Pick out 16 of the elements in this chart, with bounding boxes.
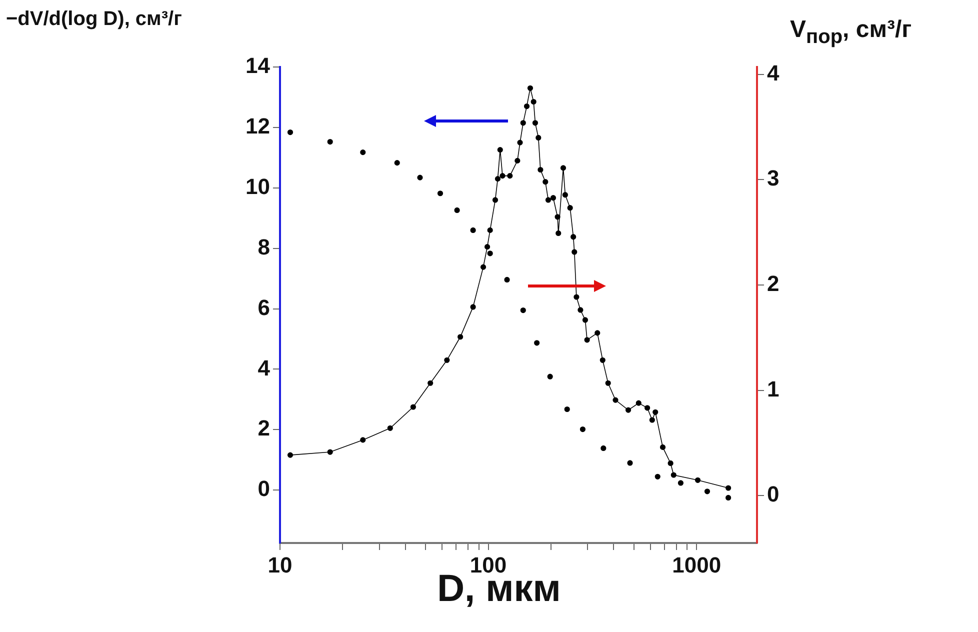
y-tick-label: 12 bbox=[246, 114, 270, 139]
y2-tick-label: 2 bbox=[767, 271, 780, 296]
y2-tick-label: 4 bbox=[767, 60, 780, 86]
y-tick-label: 10 bbox=[246, 174, 270, 199]
y2-axis-title: V$_{пор}$, см³/г bbox=[790, 16, 912, 49]
y-tick-label: 2 bbox=[258, 416, 270, 441]
x-tick-label: 1000 bbox=[672, 552, 722, 578]
y-tick-label: 0 bbox=[258, 476, 270, 502]
y-tick-label: 4 bbox=[258, 355, 271, 380]
y-tick-label: 8 bbox=[258, 234, 270, 260]
y2-tick-label: 0 bbox=[767, 482, 780, 507]
y-axis-title: −dV/d(log D), см³/г bbox=[6, 8, 182, 31]
y-tick-label: 6 bbox=[258, 294, 270, 320]
y-tick-label: 14 bbox=[246, 53, 271, 78]
y2-tick-label: 1 bbox=[767, 376, 780, 402]
y2-tick-label: 3 bbox=[767, 166, 780, 191]
